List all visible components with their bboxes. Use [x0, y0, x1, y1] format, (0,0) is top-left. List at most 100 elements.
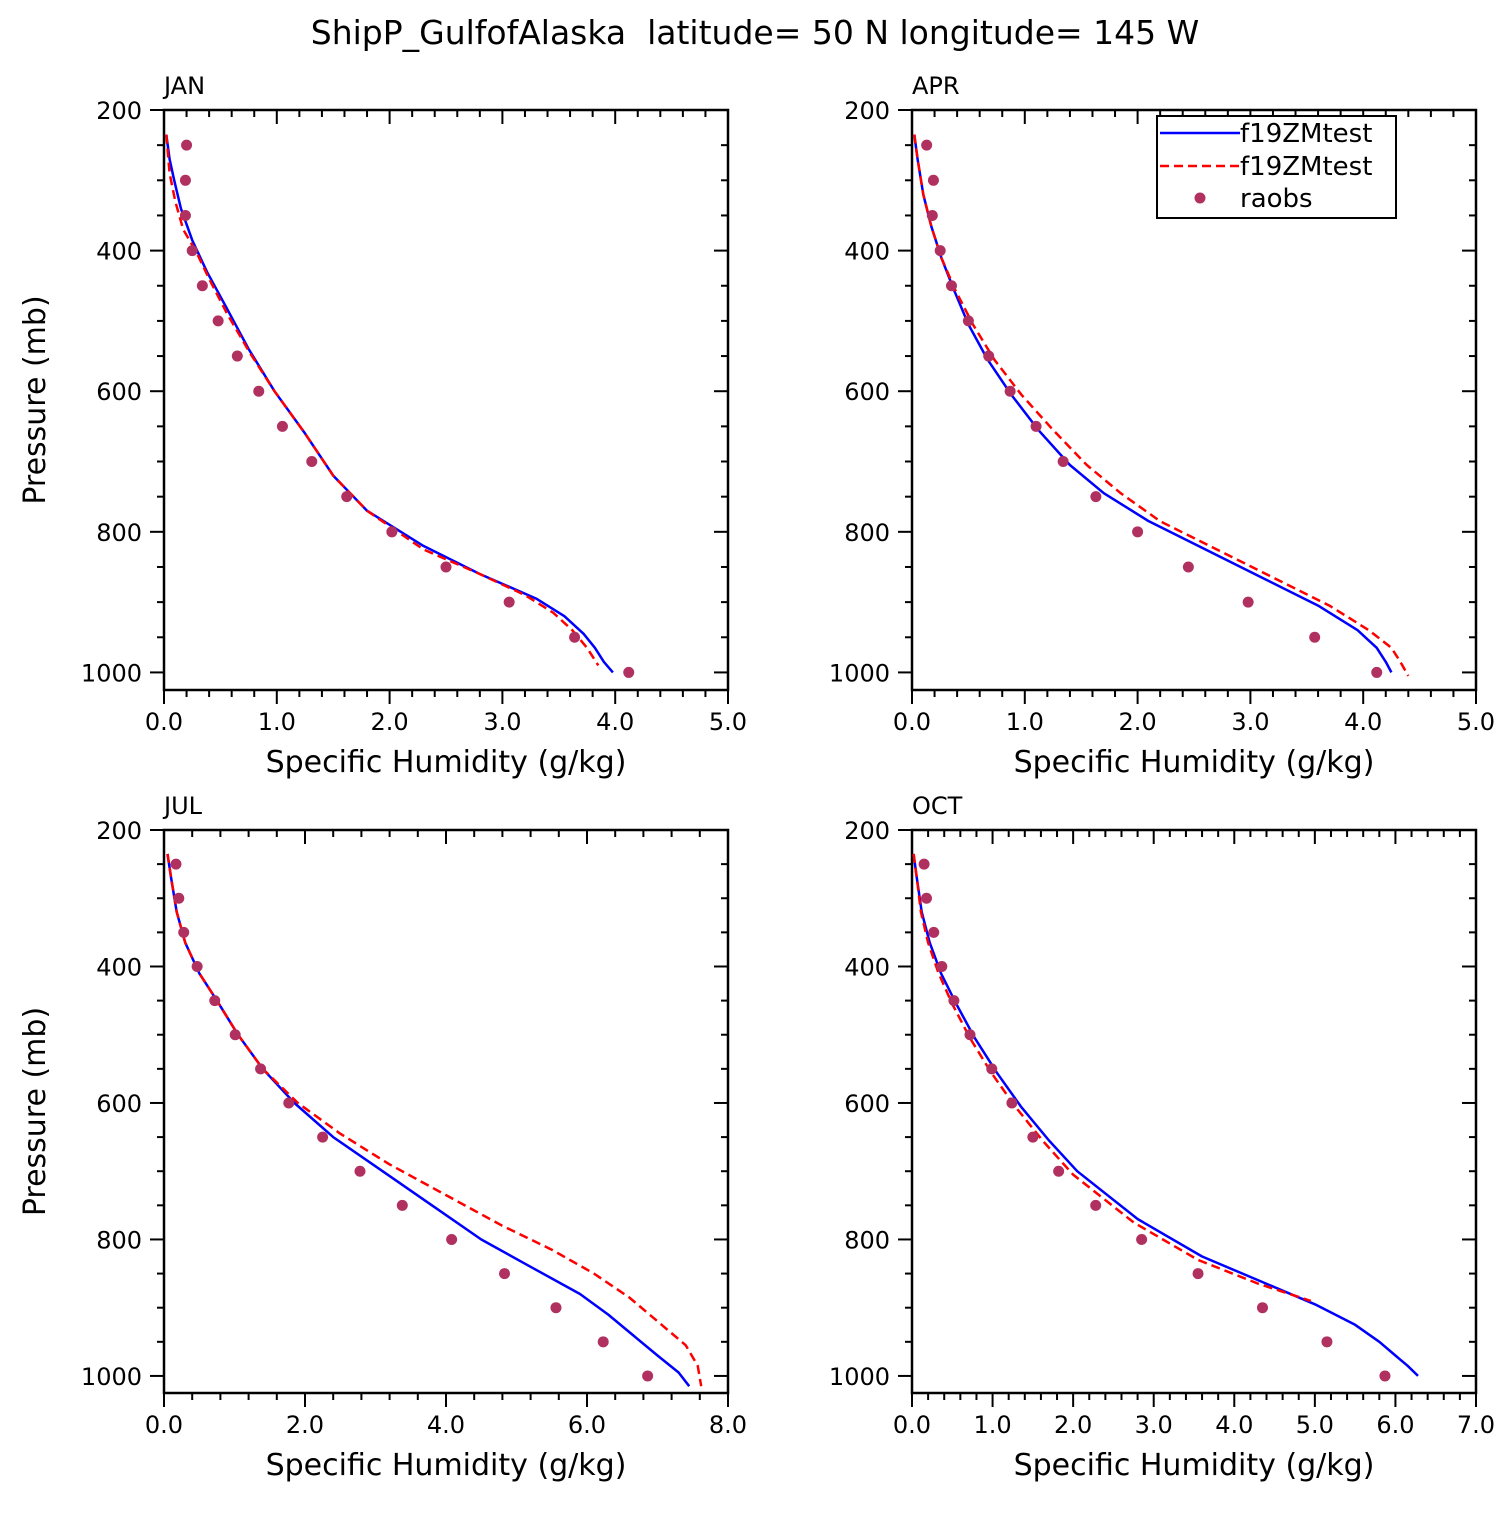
series-line-dashed [912, 853, 1312, 1303]
legend-label: f19ZMtest [1240, 152, 1372, 182]
x-axis-title: Specific Humidity (g/kg) [266, 1448, 627, 1483]
raobs-point [936, 960, 948, 972]
raobs-point [1030, 420, 1042, 432]
raobs-point [1057, 456, 1069, 468]
x-tick-label: 1.0 [1006, 708, 1044, 736]
x-tick-label: 3.0 [483, 708, 521, 736]
y-tick-label: 600 [96, 378, 142, 406]
x-tick-label: 5.0 [709, 708, 747, 736]
raobs-point [231, 350, 243, 362]
y-tick-label: 400 [96, 953, 142, 981]
y-tick-label: 600 [844, 378, 890, 406]
x-axis-title: Specific Humidity (g/kg) [1014, 1448, 1375, 1483]
x-tick-label: 0.0 [145, 1411, 183, 1439]
raobs-point [569, 631, 581, 643]
raobs-point [212, 315, 224, 327]
y-tick-label: 200 [844, 817, 890, 845]
raobs-point [181, 139, 193, 151]
raobs-point [1006, 1097, 1018, 1109]
raobs-point [948, 995, 960, 1007]
x-tick-label: 3.0 [1135, 1411, 1173, 1439]
x-tick-label: 4.0 [1344, 708, 1382, 736]
plot-frame [910, 828, 1478, 1395]
y-tick-label: 600 [96, 1090, 142, 1118]
x-tick-label: 2.0 [1119, 708, 1157, 736]
series-line-dashed [913, 134, 1410, 677]
raobs-point [186, 245, 198, 257]
series-line-dashed [165, 134, 600, 667]
x-tick-label: 0.0 [893, 708, 931, 736]
raobs-point [964, 1029, 976, 1041]
raobs-point [283, 1097, 295, 1109]
raobs-point [1182, 561, 1194, 573]
y-tick-label: 800 [844, 1226, 890, 1254]
raobs-point [1379, 1370, 1391, 1382]
raobs-point [921, 139, 933, 151]
series-line-dashed [166, 853, 703, 1387]
raobs-point [173, 892, 185, 904]
raobs-point [1192, 1268, 1204, 1280]
series-line-solid [912, 853, 1419, 1377]
raobs-point [1242, 596, 1254, 608]
panel-label: APR [912, 72, 960, 100]
legend-marker [1194, 192, 1206, 204]
raobs-point [229, 1029, 241, 1041]
x-tick-label: 1.0 [973, 1411, 1011, 1439]
x-tick-label: 6.0 [568, 1411, 606, 1439]
panel-apr: 0.0 1.0 2.0 3.0 4.0 5.0 200 400 600 800 1000 APR Spe… [829, 72, 1495, 780]
raobs-point [1136, 1233, 1148, 1245]
raobs-point [503, 596, 515, 608]
raobs-point [1371, 666, 1383, 678]
raobs-point [623, 666, 635, 678]
legend-label: f19ZMtest [1240, 119, 1372, 149]
figure-title: ShipP_GulfofAlaska latitude= 50 N longit… [311, 13, 1200, 52]
y-tick-label: 1000 [829, 659, 890, 687]
panel-label: JUL [162, 792, 203, 820]
raobs-point [253, 385, 265, 397]
raobs-point [921, 892, 933, 904]
y-tick-label: 200 [96, 97, 142, 125]
raobs-point [945, 280, 957, 292]
x-tick-label: 3.0 [1231, 708, 1269, 736]
y-tick-label: 800 [844, 519, 890, 547]
raobs-point [1090, 491, 1102, 503]
panel-label: JAN [162, 72, 205, 100]
raobs-point [927, 174, 939, 186]
raobs-point [209, 995, 221, 1007]
y-tick-label: 800 [96, 1226, 142, 1254]
y-tick-label: 1000 [829, 1363, 890, 1391]
raobs-point [170, 858, 182, 870]
raobs-point [317, 1131, 329, 1143]
raobs-point [1309, 631, 1321, 643]
raobs-point [926, 209, 938, 221]
raobs-point [354, 1165, 366, 1177]
raobs-point [1256, 1302, 1268, 1314]
y-tick-label: 200 [96, 817, 142, 845]
panel-jan: 0.0 1.0 2.0 3.0 4.0 5.0 200 400 600 800 1000 JAN Spe… [18, 72, 747, 780]
y-tick-label: 1000 [81, 1363, 142, 1391]
raobs-point [918, 858, 930, 870]
plot-frame [910, 108, 1478, 692]
legend-label: raobs [1240, 184, 1313, 214]
raobs-point [255, 1063, 267, 1075]
raobs-point [550, 1302, 562, 1314]
plot-frame [162, 108, 730, 692]
raobs-point [1132, 526, 1144, 538]
panel-oct: 0.0 1.0 2.0 3.0 4.0 5.0 6.0 7.0 200 400 600 800 1000… [829, 792, 1495, 1483]
panel-jul: 0.0 2.0 4.0 6.0 8.0 200 400 600 800 1000 JUL Specif… [18, 792, 747, 1483]
raobs-point [440, 561, 452, 573]
x-tick-label: 0.0 [893, 1411, 931, 1439]
raobs-point [446, 1233, 458, 1245]
y-tick-label: 200 [844, 97, 890, 125]
raobs-point [928, 926, 940, 938]
raobs-point [983, 350, 995, 362]
y-tick-label: 400 [844, 953, 890, 981]
series-line-solid [165, 134, 614, 674]
y-axis-title: Pressure (mb) [18, 1007, 53, 1216]
raobs-point [396, 1199, 408, 1211]
raobs-point [1321, 1336, 1333, 1348]
series-line-solid [166, 853, 691, 1387]
raobs-point [276, 420, 288, 432]
